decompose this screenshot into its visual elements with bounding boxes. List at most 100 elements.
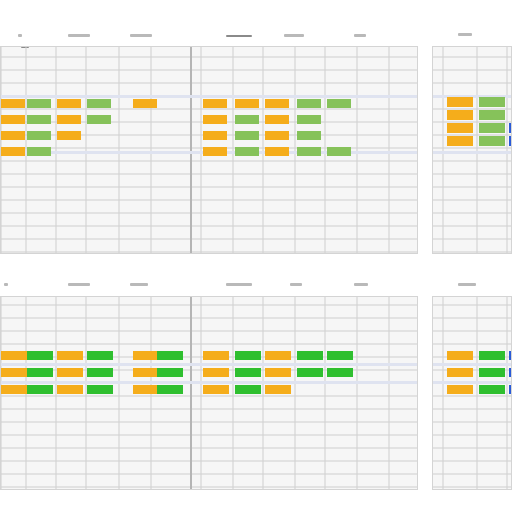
cell-bar-light_green [87, 99, 111, 108]
cell-bar-green [87, 385, 113, 394]
grid [1, 297, 417, 489]
header-mark [458, 33, 472, 36]
cell-bar-orange [57, 115, 81, 124]
cell-bar-orange [133, 385, 159, 394]
cell-bar-orange [57, 368, 83, 377]
cell-bar-blue [509, 123, 511, 133]
bottom-left-sheet[interactable] [0, 296, 418, 490]
cell-bar-orange [57, 351, 83, 360]
cell-bar-orange [57, 131, 81, 140]
cell-bar-light_green [297, 147, 321, 156]
selection-band [433, 151, 511, 154]
cell-bar-light_green [479, 97, 505, 107]
cell-bar-green [479, 368, 505, 377]
cell-bar-light_green [297, 99, 321, 108]
selection-band [1, 381, 417, 384]
cell-bar-green [27, 385, 53, 394]
cell-bar-orange [447, 110, 473, 120]
cell-bar-light_green [479, 136, 505, 146]
cell-bar-light_green [27, 99, 51, 108]
cell-bar-green [87, 368, 113, 377]
cell-bar-orange [1, 131, 25, 140]
cell-bar-green [27, 368, 53, 377]
cell-bar-orange [447, 385, 473, 394]
cell-bar-orange [203, 368, 229, 377]
header-mark [18, 34, 22, 37]
cell-bar-green [479, 351, 505, 360]
cell-bar-orange [447, 97, 473, 107]
cell-bar-green [235, 351, 261, 360]
cell-bar-orange [265, 385, 291, 394]
cell-bar-orange [203, 351, 229, 360]
cell-bar-orange [203, 147, 227, 156]
cell-bar-orange [133, 368, 159, 377]
cell-bar-light_green [479, 123, 505, 133]
cell-bar-green [157, 385, 183, 394]
cell-bar-green [327, 368, 353, 377]
cell-bar-orange [1, 115, 25, 124]
grid [1, 47, 417, 253]
cell-bar-orange [447, 123, 473, 133]
cell-bar-light_green [327, 147, 351, 156]
cell-bar-light_green [297, 115, 321, 124]
cell-bar-orange [447, 368, 473, 377]
bottom-right-sheet[interactable] [432, 296, 512, 490]
cell-bar-orange [133, 99, 157, 108]
header-mark [458, 283, 476, 286]
top-right-sheet[interactable] [432, 46, 512, 254]
cell-bar-orange [265, 368, 291, 377]
cell-bar-green [157, 368, 183, 377]
cell-bar-light_green [235, 115, 259, 124]
cell-bar-light_green [297, 131, 321, 140]
selection-band [433, 95, 511, 98]
cell-bar-light_green [27, 115, 51, 124]
cell-bar-light_green [87, 115, 111, 124]
header-mark [130, 34, 152, 37]
cell-bar-orange [203, 99, 227, 108]
cell-bar-green [27, 351, 53, 360]
header-mark [130, 283, 148, 286]
cell-bar-blue [509, 136, 511, 146]
cell-bar-orange [1, 368, 27, 377]
cell-bar-orange [1, 147, 25, 156]
header-mark [354, 283, 368, 286]
cell-bar-green [297, 368, 323, 377]
selection-band [1, 95, 417, 98]
selection-band [1, 363, 417, 366]
header-mark [290, 283, 302, 286]
cell-bar-orange [447, 136, 473, 146]
selection-band [433, 381, 511, 384]
cell-bar-orange [265, 131, 289, 140]
cell-bar-blue [509, 385, 511, 394]
header-mark [68, 34, 90, 37]
cell-bar-orange [1, 385, 27, 394]
cell-bar-orange [447, 351, 473, 360]
cell-bar-orange [203, 115, 227, 124]
cell-bar-green [479, 385, 505, 394]
cell-bar-light_green [27, 131, 51, 140]
cell-bar-green [235, 368, 261, 377]
cell-bar-light_green [235, 147, 259, 156]
grid [433, 47, 511, 253]
cell-bar-orange [265, 351, 291, 360]
top-left-sheet[interactable] [0, 46, 418, 254]
cell-bar-orange [203, 385, 229, 394]
cell-bar-light_green [479, 110, 505, 120]
cell-bar-orange [1, 351, 27, 360]
header-mark [226, 283, 252, 286]
cell-bar-blue [509, 351, 511, 360]
cell-bar-orange [265, 147, 289, 156]
header-mark [284, 34, 304, 37]
cell-bar-orange [235, 99, 259, 108]
cell-bar-orange [203, 131, 227, 140]
cell-bar-green [87, 351, 113, 360]
cell-bar-green [297, 351, 323, 360]
header-mark [354, 34, 366, 37]
cell-bar-orange [133, 351, 159, 360]
cell-bar-orange [57, 99, 81, 108]
cell-bar-green [327, 351, 353, 360]
cell-bar-blue [509, 368, 511, 377]
header-mark [21, 47, 29, 48]
cell-bar-green [235, 385, 261, 394]
cell-bar-light_green [327, 99, 351, 108]
